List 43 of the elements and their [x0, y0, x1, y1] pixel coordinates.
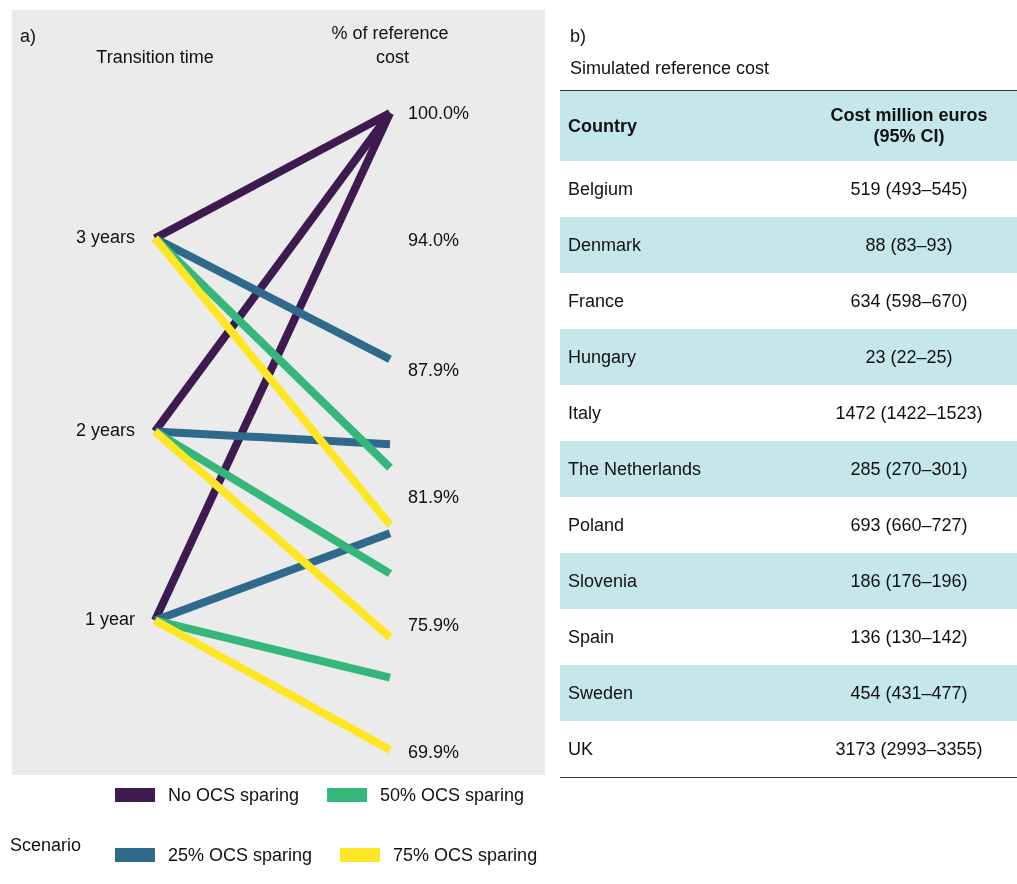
legend-label: 25% OCS sparing	[168, 845, 313, 865]
text: 285 (270–301)	[850, 458, 968, 479]
x-tick-label: % of reference cost	[331, 23, 449, 67]
x-tick-label: Transition time	[96, 47, 214, 67]
text: 693 (660–727)	[850, 514, 968, 535]
category-label: UK	[568, 738, 594, 759]
category-label: Slovenia	[568, 570, 638, 591]
y-tick-label: 100.0%	[408, 103, 470, 123]
category-label: Sweden	[568, 682, 634, 703]
category-label: Hungary	[568, 346, 637, 367]
text: Simulated reference cost	[570, 58, 770, 79]
text: 1472 (1422–1523)	[835, 402, 983, 423]
annotation: 2 years	[75, 420, 135, 441]
category-label: France	[568, 290, 625, 311]
text: 186 (176–196)	[850, 570, 968, 591]
category-label: Cost million euros (95% CI)	[801, 90, 1017, 161]
y-tick-label: 87.9%	[408, 359, 460, 380]
y-tick-label: 81.9%	[408, 487, 460, 508]
annotation: 1 year	[84, 609, 136, 630]
text: 454 (431–477)	[850, 682, 968, 703]
legend-label: 75% OCS sparing	[393, 845, 538, 865]
y-tick-label: 69.9%	[408, 742, 460, 762]
text: 136 (130–142)	[850, 626, 968, 647]
category-label: Italy	[568, 402, 602, 423]
text: 88 (83–93)	[865, 234, 953, 255]
text: 3173 (2993–3355)	[835, 738, 983, 759]
category-label: Denmark	[568, 234, 642, 255]
text: b)	[570, 26, 587, 47]
legend-label: No OCS sparing	[168, 785, 300, 805]
y-tick-label: 94.0%	[408, 230, 460, 251]
category-label: Country	[560, 90, 801, 161]
annotation: 3 years	[75, 227, 135, 248]
text: 23 (22–25)	[865, 346, 953, 367]
text: 519 (493–545)	[850, 178, 968, 199]
category-label: Spain	[568, 626, 615, 647]
text: a)	[20, 26, 37, 46]
category-label: Belgium	[568, 178, 634, 199]
legend-title: Scenario	[10, 835, 82, 855]
y-tick-label: 75.9%	[408, 614, 460, 635]
text: 634 (598–670)	[850, 290, 968, 311]
category-label: Poland	[568, 514, 625, 535]
category-label: The Netherlands	[568, 458, 702, 479]
legend-label: 50% OCS sparing	[380, 785, 525, 805]
